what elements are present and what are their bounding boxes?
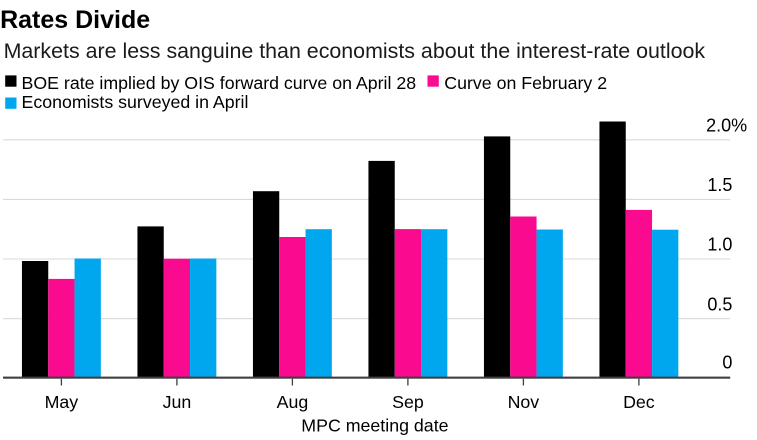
svg-text:0.5: 0.5 (707, 294, 732, 314)
svg-text:Sep: Sep (392, 392, 424, 412)
svg-text:Economists surveyed in April: Economists surveyed in April (22, 92, 249, 112)
svg-text:Aug: Aug (277, 392, 309, 412)
svg-text:Jun: Jun (163, 392, 192, 412)
svg-text:0: 0 (722, 352, 732, 372)
svg-text:Markets are less sanguine than: Markets are less sanguine than economist… (4, 39, 706, 63)
svg-text:May: May (45, 392, 79, 412)
svg-text:MPC meeting date: MPC meeting date (301, 416, 448, 436)
svg-text:1.0: 1.0 (707, 235, 732, 255)
svg-text:Rates Divide: Rates Divide (0, 6, 150, 34)
svg-text:Nov: Nov (508, 392, 540, 412)
svg-text:Curve on February 2: Curve on February 2 (444, 73, 607, 93)
svg-text:Dec: Dec (623, 392, 655, 412)
svg-text:1.5: 1.5 (707, 175, 732, 195)
svg-text:BOE rate implied by OIS forwar: BOE rate implied by OIS forward curve on… (22, 73, 417, 93)
svg-text:2.0%: 2.0% (706, 116, 747, 136)
